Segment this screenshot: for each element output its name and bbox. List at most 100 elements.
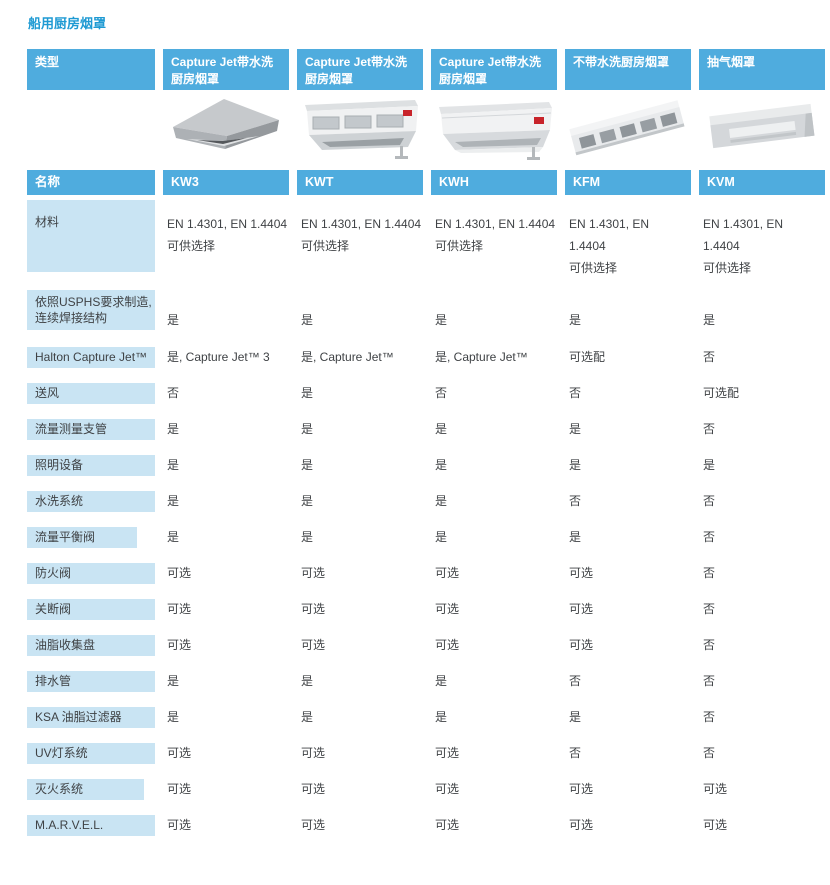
column-header-kw3: Capture Jet带水洗厨房烟罩 bbox=[163, 49, 289, 90]
feature-row-7-value-kwh: 可选 bbox=[435, 602, 460, 616]
feature-row-11-value-kwh: 可选 bbox=[435, 746, 460, 760]
material-value-kwh: EN 1.4301, EN 1.4404 可供选择 bbox=[435, 217, 556, 253]
feature-row-5-value-kwt: 是 bbox=[301, 530, 314, 544]
usphs-value-kw3: 是 bbox=[167, 313, 180, 327]
feature-row-1-value-kfm: 否 bbox=[569, 386, 582, 400]
kw3-canopy-hood-image bbox=[163, 90, 289, 166]
name-cell-kvm: KVM bbox=[699, 170, 825, 195]
kvm-exhaust-hood-image bbox=[699, 90, 825, 166]
feature-row-5-label: 流量平衡阀 bbox=[27, 527, 137, 548]
feature-row-8-value-kwt: 可选 bbox=[301, 638, 326, 652]
feature-row-3-value-kwt: 是 bbox=[301, 458, 314, 472]
feature-row-8-label: 油脂收集盘 bbox=[27, 635, 155, 656]
kwt-box-hood-image-svg bbox=[305, 100, 418, 159]
feature-row-7-value-kwt: 可选 bbox=[301, 602, 326, 616]
feature-row-9-label: 排水管 bbox=[27, 671, 155, 692]
name-cell-kwh: KWH bbox=[431, 170, 557, 195]
feature-row-1-value-kvm: 可选配 bbox=[703, 386, 740, 400]
kfm-filter-hood-image bbox=[565, 90, 691, 166]
feature-row-4-value-kfm: 否 bbox=[569, 494, 582, 508]
feature-row-5-value-kw3: 是 bbox=[167, 530, 180, 544]
kw3-canopy-hood-image-svg bbox=[173, 99, 279, 149]
feature-row-0-value-kvm: 否 bbox=[703, 350, 716, 364]
material-value-kvm: EN 1.4301, EN 1.4404 可供选择 bbox=[703, 217, 784, 275]
usphs-value-kwt: 是 bbox=[301, 313, 314, 327]
name-header-cell: 名称 bbox=[27, 170, 155, 195]
feature-row-11-value-kvm: 否 bbox=[703, 746, 716, 760]
feature-row-1-value-kwt: 是 bbox=[301, 386, 314, 400]
feature-row-10-value-kw3: 是 bbox=[167, 710, 180, 724]
feature-row-13-value-kfm: 可选 bbox=[569, 818, 594, 832]
material-value-kw3: EN 1.4301, EN 1.4404 可供选择 bbox=[167, 217, 288, 253]
feature-row-2-value-kw3: 是 bbox=[167, 422, 180, 436]
feature-row-9-value-kw3: 是 bbox=[167, 674, 180, 688]
feature-row-5-value-kvm: 否 bbox=[703, 530, 716, 544]
feature-row-12-value-kvm: 可选 bbox=[703, 782, 728, 796]
feature-row-11-value-kwt: 可选 bbox=[301, 746, 326, 760]
feature-row-11-value-kfm: 否 bbox=[569, 746, 582, 760]
feature-row-3-value-kfm: 是 bbox=[569, 458, 582, 472]
feature-row-0-value-kw3: 是, Capture Jet™ 3 bbox=[167, 350, 270, 364]
kwh-box-hood-image-svg bbox=[439, 102, 552, 160]
feature-row-4-value-kvm: 否 bbox=[703, 494, 716, 508]
material-value-kwt: EN 1.4301, EN 1.4404 可供选择 bbox=[301, 217, 422, 253]
material-value-kfm: EN 1.4301, EN 1.4404 可供选择 bbox=[569, 217, 650, 275]
usphs-value-kwh: 是 bbox=[435, 313, 448, 327]
feature-row-3-value-kwh: 是 bbox=[435, 458, 448, 472]
column-header-kwt: Capture Jet带水洗厨房烟罩 bbox=[297, 49, 423, 90]
feature-row-6-value-kw3: 可选 bbox=[167, 566, 192, 580]
feature-row-6-value-kwh: 可选 bbox=[435, 566, 460, 580]
feature-row-0-label: Halton Capture Jet™ bbox=[27, 347, 155, 368]
column-header-kvm: 抽气烟罩 bbox=[699, 49, 825, 90]
feature-row-5-value-kwh: 是 bbox=[435, 530, 448, 544]
feature-row-5-value-kfm: 是 bbox=[569, 530, 582, 544]
feature-row-13-value-kwt: 可选 bbox=[301, 818, 326, 832]
feature-row-10-value-kwh: 是 bbox=[435, 710, 448, 724]
feature-row-7-value-kfm: 可选 bbox=[569, 602, 594, 616]
feature-row-7-value-kvm: 否 bbox=[703, 602, 716, 616]
feature-row-12-value-kw3: 可选 bbox=[167, 782, 192, 796]
feature-row-8-value-kvm: 否 bbox=[703, 638, 716, 652]
feature-row-9-value-kfm: 否 bbox=[569, 674, 582, 688]
feature-row-11-label: UV灯系统 bbox=[27, 743, 155, 764]
kvm-exhaust-hood-image-svg bbox=[709, 103, 815, 149]
feature-row-4-value-kwh: 是 bbox=[435, 494, 448, 508]
usphs-value-kfm: 是 bbox=[569, 313, 582, 327]
feature-row-10-label: KSA 油脂过滤器 bbox=[27, 707, 155, 728]
feature-row-12-value-kwh: 可选 bbox=[435, 782, 460, 796]
feature-row-10-value-kfm: 是 bbox=[569, 710, 582, 724]
feature-row-6-value-kwt: 可选 bbox=[301, 566, 326, 580]
feature-row-7-value-kw3: 可选 bbox=[167, 602, 192, 616]
feature-row-3-label: 照明设备 bbox=[27, 455, 155, 476]
feature-row-0-value-kwt: 是, Capture Jet™ bbox=[301, 350, 394, 364]
feature-row-2-value-kwt: 是 bbox=[301, 422, 314, 436]
feature-row-12-value-kwt: 可选 bbox=[301, 782, 326, 796]
column-header-kfm: 不带水洗厨房烟罩 bbox=[565, 49, 691, 90]
feature-row-2-value-kwh: 是 bbox=[435, 422, 448, 436]
material-row-label: 材料 bbox=[27, 200, 155, 272]
feature-row-12-value-kfm: 可选 bbox=[569, 782, 594, 796]
feature-row-12-label: 灭火系统 bbox=[27, 779, 144, 800]
type-header-cell: 类型 bbox=[27, 49, 155, 90]
feature-row-1-value-kw3: 否 bbox=[167, 386, 180, 400]
feature-row-13-value-kvm: 可选 bbox=[703, 818, 728, 832]
page-title: 船用厨房烟罩 bbox=[28, 16, 107, 31]
feature-row-8-value-kw3: 可选 bbox=[167, 638, 192, 652]
feature-row-0-value-kwh: 是, Capture Jet™ bbox=[435, 350, 528, 364]
kfm-filter-hood-image-svg bbox=[569, 100, 685, 156]
feature-row-1-label: 送风 bbox=[27, 383, 155, 404]
kwh-box-hood-image bbox=[431, 90, 557, 166]
feature-row-10-value-kwt: 是 bbox=[301, 710, 314, 724]
usphs-row-label: 依照USPHS要求制造, 连续焊接结构 bbox=[27, 290, 155, 330]
feature-row-3-value-kw3: 是 bbox=[167, 458, 180, 472]
feature-row-6-value-kfm: 可选 bbox=[569, 566, 594, 580]
feature-row-2-value-kvm: 否 bbox=[703, 422, 716, 436]
name-cell-kw3: KW3 bbox=[163, 170, 289, 195]
feature-row-13-value-kwh: 可选 bbox=[435, 818, 460, 832]
name-cell-kwt: KWT bbox=[297, 170, 423, 195]
feature-row-1-value-kwh: 否 bbox=[435, 386, 448, 400]
feature-row-4-label: 水洗系统 bbox=[27, 491, 155, 512]
usphs-value-kvm: 是 bbox=[703, 313, 716, 327]
feature-row-13-value-kw3: 可选 bbox=[167, 818, 192, 832]
